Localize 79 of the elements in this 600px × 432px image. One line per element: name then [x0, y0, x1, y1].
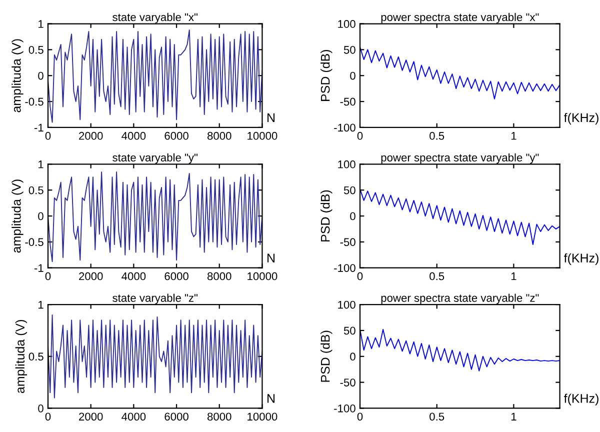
chart-title: state varyable "y"	[112, 153, 198, 164]
x-tick-label: 8000	[207, 412, 232, 421]
x-tick-label: 2000	[79, 132, 103, 140]
x-axis-title: N	[268, 254, 274, 262]
chart-title: power spectra state varyable "z"	[381, 294, 539, 304]
y-tick-label: 100	[338, 160, 356, 168]
line-series	[360, 46, 560, 100]
y-tick-label: 50	[344, 186, 356, 194]
x-tick-label: 0.5	[430, 412, 444, 421]
x-tick-label: 0	[357, 272, 363, 280]
x-tick-label: 0	[357, 132, 363, 140]
line-series	[48, 314, 262, 398]
x-tick-label: 8000	[207, 132, 232, 140]
y-tick-label: -50	[340, 378, 356, 386]
y-axis-title: amplituda (V)	[12, 180, 24, 253]
y-tick-label: -1	[34, 124, 44, 132]
x-tick-label: 10000	[248, 272, 278, 280]
line-series	[48, 29, 262, 123]
y-axis-title: PSD (dB)	[320, 330, 332, 382]
x-tick-label: 0	[45, 132, 51, 140]
x-tick-label: 4000	[122, 132, 146, 140]
x-axis-title: f(KHz)	[564, 112, 598, 125]
y-tick-label: -0.5	[25, 238, 44, 246]
y-tick-label: 0	[350, 352, 356, 361]
y-tick-label: 0	[350, 212, 356, 220]
y-tick-label: -100	[334, 124, 356, 132]
chart-title: power spectra state varyable "x"	[381, 12, 539, 24]
y-axis-title: PSD (dB)	[320, 190, 332, 242]
x-tick-label: 6000	[164, 132, 188, 140]
x-axis-title: f(KHz)	[564, 253, 598, 265]
y-tick-label: 0.5	[28, 46, 44, 54]
x-tick-label: 0.5	[430, 272, 444, 280]
y-tick-label: 0	[38, 72, 44, 80]
x-axis-title: f(KHz)	[564, 394, 598, 406]
y-tick-label: 1	[38, 160, 44, 168]
x-tick-label: 4000	[122, 272, 146, 280]
x-tick-label: 1	[511, 272, 516, 280]
x-tick-label: 2000	[79, 412, 103, 421]
line-series	[360, 328, 560, 372]
x-axis-title: N	[268, 113, 274, 122]
y-tick-label: -1	[34, 264, 44, 272]
y-tick-label: 0.5	[28, 352, 44, 361]
y-tick-label: 50	[344, 46, 356, 54]
y-tick-label: 50	[344, 326, 356, 335]
x-tick-label: 4000	[122, 412, 146, 421]
x-tick-label: 1	[511, 412, 516, 420]
y-tick-label: -0.5	[25, 98, 44, 106]
x-tick-label: 1	[511, 132, 516, 140]
y-axis-title: PSD (dB)	[320, 50, 332, 101]
y-axis-title: amplituda (V)	[15, 320, 27, 394]
y-tick-label: -100	[334, 264, 356, 272]
y-tick-label: 0	[350, 72, 356, 80]
chart-title: power spectra state varyable "y"	[381, 153, 539, 164]
y-tick-label: 100	[338, 20, 356, 28]
y-tick-label: 1	[38, 20, 44, 28]
y-tick-label: 0.5	[28, 186, 44, 194]
x-tick-label: 0	[45, 412, 51, 421]
x-tick-label: 2000	[79, 272, 103, 280]
x-tick-label: 0.5	[430, 132, 444, 140]
y-tick-label: 1	[38, 300, 44, 309]
y-tick-label: -100	[334, 404, 356, 412]
line-series	[360, 188, 560, 245]
chart-title: state varyable "z"	[112, 294, 198, 304]
y-tick-label: 0	[38, 212, 44, 220]
y-tick-label: 0	[38, 404, 44, 412]
line-series	[48, 171, 262, 262]
y-tick-label: -50	[340, 238, 356, 246]
x-tick-label: 10000	[248, 412, 278, 421]
y-axis-title: amplituda (V)	[12, 39, 24, 112]
x-tick-label: 0	[357, 412, 363, 421]
x-axis-title: N	[268, 394, 274, 403]
x-tick-label: 6000	[164, 412, 188, 421]
y-tick-label: -50	[340, 98, 356, 106]
x-tick-label: 6000	[164, 272, 188, 280]
x-tick-label: 10000	[248, 132, 278, 140]
y-tick-label: 100	[338, 300, 356, 309]
x-tick-label: 0	[45, 272, 51, 280]
chart-title: state varyable "x"	[112, 12, 198, 24]
x-tick-label: 8000	[207, 272, 232, 280]
